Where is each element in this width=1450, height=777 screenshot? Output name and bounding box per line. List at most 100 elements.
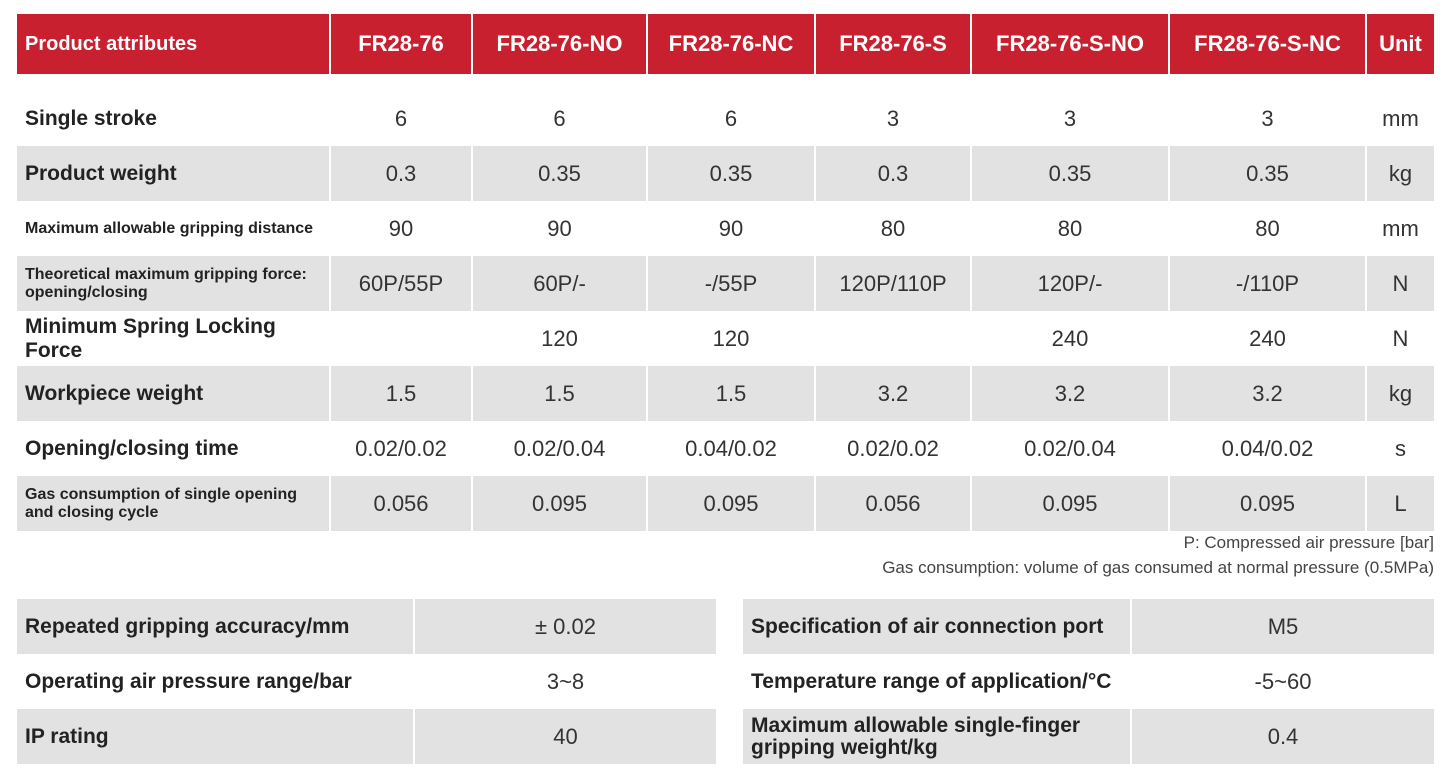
table-row: Gas consumption of single opening and cl… [17, 476, 1434, 531]
spec-table-right: Specification of air connection port M5 … [743, 599, 1434, 764]
spec-row: IP rating 40 [17, 709, 716, 764]
table-cell: 120 [648, 311, 816, 366]
table-cell: 90 [648, 201, 816, 256]
row-label: Single stroke [17, 91, 331, 146]
table-row: Minimum Spring Locking Force 120 120 240… [17, 311, 1434, 366]
table-cell: 80 [816, 201, 972, 256]
table-cell: 1.5 [648, 366, 816, 421]
header-product-attributes: Product attributes [17, 14, 331, 74]
spec-label: Temperature range of application/°C [743, 654, 1132, 709]
row-label: Product weight [17, 146, 331, 201]
table-cell: 3.2 [816, 366, 972, 421]
spec-value: -5~60 [1254, 668, 1312, 694]
table-cell: 0.095 [1170, 476, 1367, 531]
table-row: Product weight 0.3 0.35 0.35 0.3 0.35 0.… [17, 146, 1434, 201]
spec-row: Specification of air connection port M5 [743, 599, 1434, 654]
spec-row: Maximum allowable single-finger gripping… [743, 709, 1434, 764]
row-label: Minimum Spring Locking Force [17, 311, 331, 366]
table-cell: 0.04/0.02 [1170, 421, 1367, 476]
table-cell: 0.095 [972, 476, 1170, 531]
table-cell: 60P/- [473, 256, 648, 311]
spec-row: Temperature range of application/°C -5~6… [743, 654, 1434, 709]
table-cell: 80 [972, 201, 1170, 256]
table-cell: -/110P [1170, 256, 1367, 311]
spec-value: ± 0.02 [415, 599, 716, 654]
table-cell: 0.095 [648, 476, 816, 531]
spec-label: IP rating [17, 709, 415, 764]
table-cell: 0.056 [331, 476, 473, 531]
table-cell: 0.095 [473, 476, 648, 531]
table-row: Workpiece weight 1.5 1.5 1.5 3.2 3.2 3.2… [17, 366, 1434, 421]
table-cell: 0.02/0.04 [473, 421, 648, 476]
spec-label: Specification of air connection port [743, 599, 1132, 654]
table-cell: 1.5 [473, 366, 648, 421]
pressure-note: P: Compressed air pressure [bar] [1183, 533, 1434, 552]
table-cell: -/55P [648, 256, 816, 311]
gas-consumption-note: Gas consumption: volume of gas consumed … [882, 558, 1434, 577]
table-cell: 120P/110P [816, 256, 972, 311]
unit-cell: s [1395, 435, 1406, 461]
row-label: Workpiece weight [17, 366, 331, 421]
table-cell: 0.35 [1170, 146, 1367, 201]
table-cell: 6 [473, 91, 648, 146]
spec-value: 3~8 [546, 668, 585, 694]
table-cell: 3 [972, 91, 1170, 146]
unit-cell: mm [1382, 215, 1419, 241]
table-cell: 0.3 [331, 146, 473, 201]
table-row: Opening/closing time 0.02/0.02 0.02/0.04… [17, 421, 1434, 476]
table-cell: 0.3 [816, 146, 972, 201]
header-fr28-76-s-no: FR28-76-S-NO [972, 14, 1170, 74]
table-cell: 1.5 [331, 366, 473, 421]
table-cell: 3.2 [1170, 366, 1367, 421]
row-label: Gas consumption of single opening and cl… [17, 476, 331, 531]
spec-value: M5 [1132, 599, 1434, 654]
table-cell: 0.02/0.04 [972, 421, 1170, 476]
spec-row: Repeated gripping accuracy/mm ± 0.02 [17, 599, 716, 654]
header-unit: Unit [1367, 14, 1434, 74]
table-cell: 90 [473, 201, 648, 256]
spec-label: Repeated gripping accuracy/mm [17, 599, 415, 654]
spec-row: Operating air pressure range/bar 3~8 [17, 654, 716, 709]
table-cell: 60P/55P [331, 256, 473, 311]
table-cell: 0.02/0.02 [816, 421, 972, 476]
table-cell: 0.056 [816, 476, 972, 531]
table-cell: 0.35 [473, 146, 648, 201]
table-row: Single stroke 6 6 6 3 3 3 mm [17, 91, 1434, 146]
row-label: Maximum allowable gripping distance [17, 201, 331, 256]
table-cell: 0.04/0.02 [648, 421, 816, 476]
unit-cell: kg [1367, 146, 1434, 201]
table-cell: 0.35 [648, 146, 816, 201]
unit-cell: L [1367, 476, 1434, 531]
table-cell: 240 [972, 311, 1170, 366]
unit-cell: N [1392, 325, 1409, 351]
table-cell: 3 [816, 91, 972, 146]
spec-label: Maximum allowable single-finger gripping… [743, 709, 1132, 764]
row-label: Opening/closing time [17, 421, 331, 476]
spec-value: 40 [415, 709, 716, 764]
product-attributes-table: Product attributes FR28-76 FR28-76-NO FR… [17, 14, 1434, 531]
table-cell: 6 [331, 91, 473, 146]
header-fr28-76: FR28-76 [331, 14, 473, 74]
table-cell: 3.2 [972, 366, 1170, 421]
unit-cell: kg [1367, 366, 1434, 421]
table-row: Theoretical maximum gripping force: open… [17, 256, 1434, 311]
table-cell: 120P/- [972, 256, 1170, 311]
header-fr28-76-no: FR28-76-NO [473, 14, 648, 74]
table-cell: 80 [1170, 201, 1367, 256]
row-label: Theoretical maximum gripping force: open… [17, 256, 331, 311]
table-row: Maximum allowable gripping distance 90 9… [17, 201, 1434, 256]
spec-label: Operating air pressure range/bar [17, 654, 415, 709]
table-cell: 3 [1170, 91, 1367, 146]
spec-value: 0.4 [1132, 709, 1434, 764]
table-cell: 0.02/0.02 [331, 421, 473, 476]
header-fr28-76-s: FR28-76-S [816, 14, 972, 74]
table-cell [816, 311, 972, 366]
unit-cell: mm [1382, 105, 1419, 131]
table-cell: 240 [1170, 311, 1367, 366]
table-cell [331, 311, 473, 366]
unit-cell: N [1367, 256, 1434, 311]
table-header-row: Product attributes FR28-76 FR28-76-NO FR… [17, 14, 1434, 74]
table-cell: 0.35 [972, 146, 1170, 201]
header-fr28-76-s-nc: FR28-76-S-NC [1170, 14, 1367, 74]
spec-table-left: Repeated gripping accuracy/mm ± 0.02 Ope… [17, 599, 716, 764]
